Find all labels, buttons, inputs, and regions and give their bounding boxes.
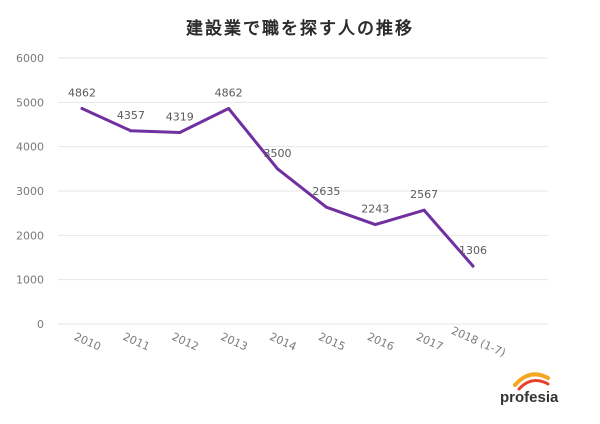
y-tick-label: 1000 (16, 274, 44, 287)
data-label: 4319 (166, 111, 194, 124)
y-tick-label: 5000 (16, 96, 44, 109)
data-label: 1306 (459, 244, 487, 257)
data-point (80, 106, 84, 110)
data-label: 4862 (68, 86, 96, 99)
y-axis-ticks: 0 1000 2000 3000 4000 5000 6000 (16, 52, 44, 331)
x-tick-label: 2010 (72, 330, 103, 353)
x-tick-label: 2017 (414, 330, 445, 353)
data-label: 2567 (410, 188, 438, 201)
series-line-group (80, 106, 475, 268)
gridlines (58, 57, 548, 325)
x-axis-ticks: 2010 2011 2012 2013 2014 2015 2016 2017 2018 (1-… (72, 324, 508, 359)
data-label: 2243 (361, 203, 389, 216)
x-tick-label: 2018 (1-7) (449, 324, 507, 359)
data-point (422, 208, 426, 212)
logo-arc-orange (513, 372, 550, 387)
x-tick-label: 2016 (365, 330, 396, 353)
data-label: 2635 (312, 185, 340, 198)
data-point (227, 106, 231, 110)
logo-text: profesia (500, 389, 559, 406)
data-point (129, 129, 133, 133)
y-tick-label: 2000 (16, 229, 44, 242)
data-point (276, 167, 279, 171)
chart-title: 建設業で職を探す人の推移 (186, 19, 414, 39)
data-label: 4862 (215, 86, 243, 99)
y-tick-label: 6000 (16, 52, 44, 65)
data-point (471, 264, 475, 268)
data-point (178, 131, 182, 135)
data-point (324, 205, 328, 209)
x-tick-label: 2013 (219, 330, 250, 353)
profesia-logo: profesia (500, 372, 559, 406)
y-tick-label: 0 (37, 318, 44, 331)
x-tick-label: 2012 (170, 330, 201, 353)
data-label: 3500 (264, 147, 292, 160)
y-tick-label: 3000 (16, 185, 44, 198)
x-tick-label: 2011 (121, 330, 152, 353)
data-point (373, 223, 377, 227)
logo-arc-red (517, 378, 550, 391)
data-labels: 4862 4357 4319 4862 3500 2635 2243 2567 1306 (68, 86, 487, 257)
x-tick-label: 2014 (267, 330, 298, 353)
x-tick-label: 2015 (316, 330, 347, 353)
data-label: 4357 (117, 109, 145, 122)
y-tick-label: 4000 (16, 141, 44, 154)
